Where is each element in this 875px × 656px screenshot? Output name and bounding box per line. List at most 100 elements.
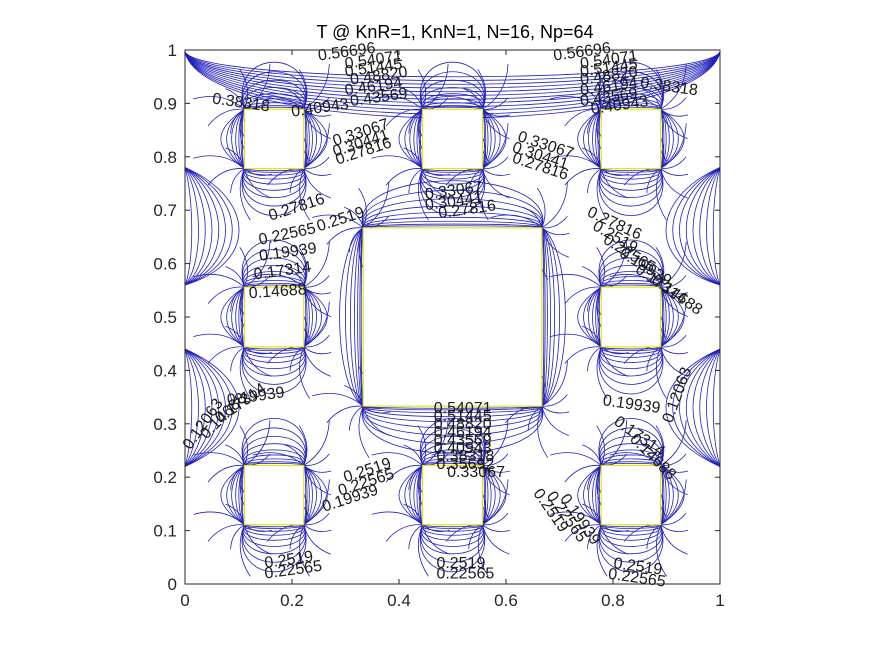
contour-line (303, 108, 317, 169)
contour-line (231, 286, 245, 348)
contour-line (185, 348, 193, 467)
contour-line (303, 465, 310, 525)
contour-line (656, 346, 667, 399)
contour-line (230, 286, 245, 312)
contour-line (230, 108, 245, 134)
contour-line (596, 247, 605, 288)
contour-line (417, 69, 427, 110)
contour-line (362, 406, 391, 437)
contour-line (362, 405, 391, 414)
contour-line (403, 88, 423, 110)
contour-line (326, 405, 364, 424)
contour-label: 0.2519 (436, 555, 485, 572)
contour-line (600, 346, 662, 358)
contour-line (482, 108, 492, 169)
contour-line (595, 109, 602, 169)
contour-line (482, 123, 509, 169)
contour-line (231, 108, 245, 169)
contour-line (660, 512, 687, 526)
contour-line (344, 385, 364, 407)
contour-line (541, 227, 548, 407)
contour-line (600, 524, 629, 532)
contour-line (592, 286, 602, 348)
contour-line (225, 88, 245, 110)
contour-line (362, 220, 543, 229)
y-tick-label: 0.8 (153, 148, 177, 167)
contour-line (242, 249, 307, 288)
contour-line (193, 96, 245, 110)
contour-label: 0.19939 (602, 392, 662, 417)
contour-line (303, 465, 317, 526)
obstacle-square (243, 108, 305, 170)
contour-line (238, 109, 245, 169)
contour-line (193, 333, 245, 348)
contour-line (712, 348, 720, 467)
contour-label: 0.51445 (434, 408, 492, 425)
contour-line (421, 449, 484, 466)
contour-line (357, 227, 364, 407)
contour-line (600, 168, 662, 185)
contour-line (225, 266, 245, 288)
contour-line (660, 97, 687, 110)
contour-line (600, 524, 662, 536)
contour-line (185, 51, 720, 89)
contour-line (231, 465, 245, 526)
contour-line (303, 286, 310, 348)
contour-line (686, 348, 720, 467)
contour-line (242, 427, 307, 466)
contour-line (362, 405, 543, 409)
contour-line (600, 524, 629, 555)
contour-line (587, 524, 602, 550)
contour-line (303, 241, 330, 288)
contour-line (482, 524, 511, 532)
contour-line (660, 346, 689, 355)
contour-line (600, 524, 662, 541)
contour-line (362, 182, 390, 229)
contour-line (706, 167, 720, 286)
contour-line (408, 168, 423, 193)
contour-line (243, 346, 305, 363)
contour-line (362, 406, 543, 423)
contour-line (420, 417, 485, 466)
contour-line (241, 239, 307, 288)
contour-line (284, 266, 305, 288)
obstacle-square (600, 286, 662, 348)
contour-line (243, 346, 305, 358)
contour-line (185, 348, 233, 467)
contour-line (193, 273, 245, 288)
contour-line (413, 108, 423, 169)
contour-line (185, 51, 720, 108)
contour-line (599, 79, 663, 110)
contour-line (660, 453, 687, 466)
y-tick-label: 0.5 (153, 308, 177, 327)
contour-line (660, 168, 688, 199)
contour-line (185, 167, 220, 286)
contour-line (598, 346, 663, 385)
contour-line (362, 405, 543, 414)
contour-lines (185, 51, 720, 577)
contour-line (289, 168, 304, 193)
contour-line (541, 182, 568, 229)
contour-line (299, 524, 311, 577)
y-tick-label: 0.3 (153, 415, 177, 434)
contour-line (235, 286, 245, 348)
contour-line (185, 51, 720, 85)
contour-line (587, 286, 602, 312)
contour-line (421, 524, 484, 541)
contour-line (303, 346, 332, 355)
contour-line (303, 479, 330, 526)
contour-line (550, 273, 602, 288)
contour-line (598, 346, 664, 395)
contour-line (564, 524, 602, 542)
contour-line (303, 108, 313, 169)
contour-line (207, 286, 245, 304)
contour-line (239, 346, 251, 399)
contour-line (243, 346, 272, 377)
contour-line (660, 465, 670, 526)
contour-line (185, 167, 193, 286)
contour-line (185, 167, 233, 286)
contour-line (564, 168, 602, 186)
contour-line (239, 524, 251, 577)
y-tick-label: 0 (168, 575, 177, 594)
contour-line (409, 465, 423, 526)
